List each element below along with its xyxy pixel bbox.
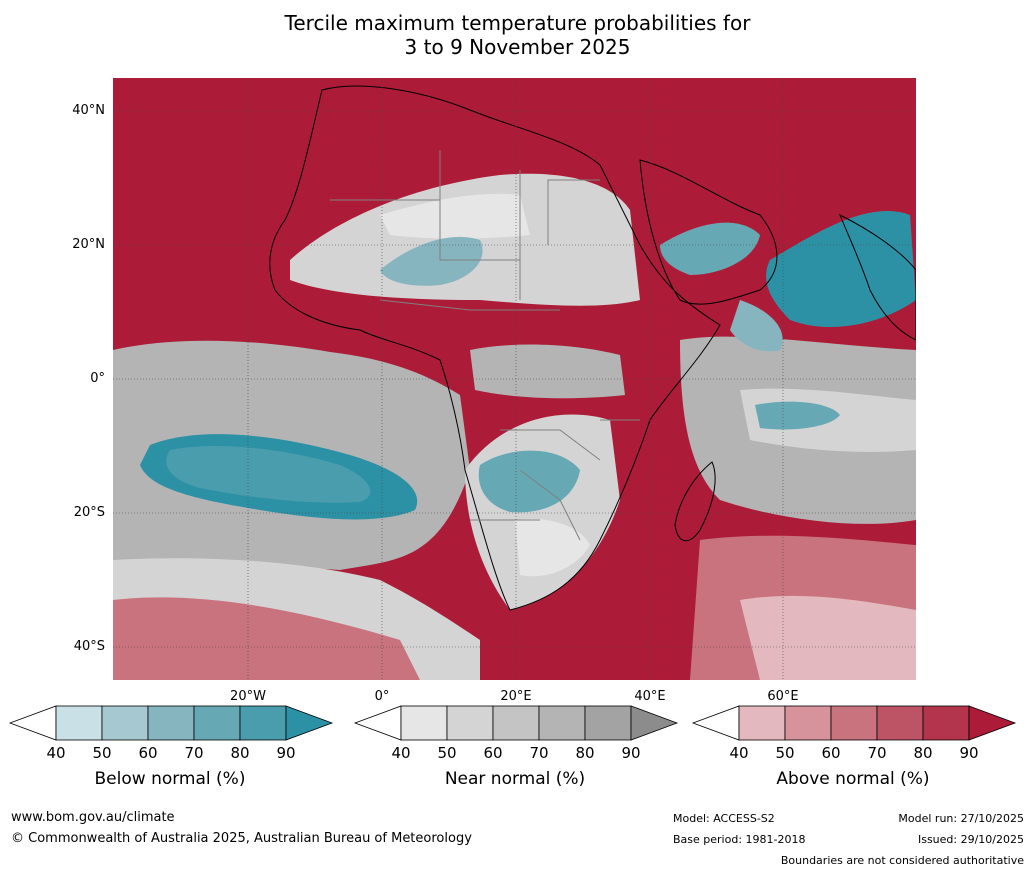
southern-africa-white xyxy=(515,518,590,577)
colorbar-swatch xyxy=(446,705,494,741)
colorbar-tick-label: 50 xyxy=(437,744,457,762)
lon-label-20w: 20°W xyxy=(230,689,266,704)
south-atlantic-below-normal-core xyxy=(166,445,371,503)
colorbar-swatch xyxy=(738,705,786,741)
colorbar-swatch xyxy=(55,705,103,741)
africa-coastline xyxy=(269,85,721,611)
colorbar-arrow-high xyxy=(630,705,679,741)
colorbar-swatch xyxy=(584,705,632,741)
colorbar-above-normal xyxy=(691,705,1017,741)
map-canvas xyxy=(113,78,916,680)
footer-model-run: Model run: 27/10/2025 xyxy=(898,812,1024,825)
chart-title-line2: 3 to 9 November 2025 xyxy=(404,35,631,59)
colorbar-swatch xyxy=(101,705,149,741)
colorbar-tick-label: 80 xyxy=(230,744,250,762)
colorbar-arrow-low xyxy=(353,705,402,741)
colorbar-swatch xyxy=(239,705,287,741)
central-africa-grey-band xyxy=(470,344,625,399)
colorbar-swatch xyxy=(538,705,586,741)
south-indian-light xyxy=(740,595,916,680)
arabia-coastline xyxy=(639,159,778,305)
colorbar-tick-label: 40 xyxy=(46,744,66,762)
chart-title-line1: Tercile maximum temperature probabilitie… xyxy=(284,11,751,35)
footer-base-period: Base period: 1981-2018 xyxy=(673,833,806,846)
southern-africa-below-normal xyxy=(478,450,580,513)
indian-ocean-below-normal xyxy=(755,401,840,430)
colorbar-tick-label: 70 xyxy=(184,744,204,762)
colorbar-tick-label: 40 xyxy=(391,744,411,762)
colorbar-tick-label: 60 xyxy=(138,744,158,762)
colorbar-arrow-high xyxy=(285,705,334,741)
colorbar-tick-label: 90 xyxy=(276,744,296,762)
madagascar-coastline xyxy=(674,461,716,542)
colorbar-title-above-normal: Above normal (%) xyxy=(776,769,930,789)
india-coastline xyxy=(839,213,916,341)
lat-label-20s: 20°S xyxy=(73,505,105,520)
arabia-below-normal xyxy=(660,222,760,275)
graticule xyxy=(113,78,916,680)
lat-label-40s: 40°S xyxy=(73,639,105,654)
colorbar-tick-label: 90 xyxy=(959,744,979,762)
colorbar-tick-label: 40 xyxy=(729,744,749,762)
colorbar-tick-label: 50 xyxy=(775,744,795,762)
colorbar-arrow-low xyxy=(691,705,740,741)
lon-label-20e: 20°E xyxy=(500,689,532,704)
arabian-sea-below-normal xyxy=(766,211,916,328)
colorbar-swatch xyxy=(492,705,540,741)
arabian-sea-below-light xyxy=(730,300,783,352)
footer-website: www.bom.gov.au/climate xyxy=(11,810,175,825)
colorbar-swatch xyxy=(147,705,195,741)
lon-label-40e: 40°E xyxy=(634,689,666,704)
lon-label-60e: 60°E xyxy=(767,689,799,704)
colorbar-swatch xyxy=(784,705,832,741)
sahara-light-white xyxy=(380,193,530,239)
lat-label-20n: 20°N xyxy=(72,237,105,252)
colorbar-swatch xyxy=(400,705,448,741)
colorbar-tick-label: 60 xyxy=(821,744,841,762)
colorbar-swatch xyxy=(922,705,970,741)
colorbar-swatch xyxy=(830,705,878,741)
national-borders xyxy=(330,150,640,541)
lat-label-40n: 40°N xyxy=(72,103,105,118)
colorbar-tick-label: 80 xyxy=(913,744,933,762)
footer-issued: Issued: 29/10/2025 xyxy=(917,833,1024,846)
lat-label-0: 0° xyxy=(90,371,105,386)
colorbar-swatch xyxy=(193,705,241,741)
lon-label-0: 0° xyxy=(374,689,390,704)
colorbars xyxy=(8,705,1017,741)
colorbar-title-near-normal: Near normal (%) xyxy=(444,769,586,789)
colorbar-arrow-high xyxy=(968,705,1017,741)
colorbar-tick-label: 60 xyxy=(483,744,503,762)
colorbar-tick-label: 70 xyxy=(867,744,887,762)
sahara-below-normal xyxy=(380,236,483,286)
footer-copyright: © Commonwealth of Australia 2025, Austra… xyxy=(11,831,472,846)
footer-disclaimer: Boundaries are not considered authoritat… xyxy=(780,854,1024,867)
colorbar-near-normal xyxy=(353,705,679,741)
colorbar-title-below-normal: Below normal (%) xyxy=(94,769,246,789)
colorbar-tick-label: 90 xyxy=(621,744,641,762)
colorbar-tick-label: 80 xyxy=(575,744,595,762)
footer-model: Model: ACCESS-S2 xyxy=(673,812,775,825)
colorbar-arrow-low xyxy=(8,705,57,741)
south-atlantic-above-mix xyxy=(113,597,420,680)
colorbar-swatch xyxy=(876,705,924,741)
colorbar-tick-label: 50 xyxy=(92,744,112,762)
colorbar-tick-label: 70 xyxy=(529,744,549,762)
colorbar-below-normal xyxy=(8,705,334,741)
